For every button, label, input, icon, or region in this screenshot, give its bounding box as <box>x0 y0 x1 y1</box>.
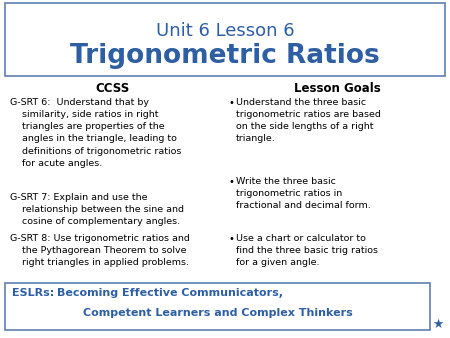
FancyBboxPatch shape <box>5 283 430 330</box>
Text: Competent Learners and Complex Thinkers: Competent Learners and Complex Thinkers <box>83 308 353 318</box>
Text: •: • <box>228 234 234 244</box>
Text: Use a chart or calculator to
find the three basic trig ratios
for a given angle.: Use a chart or calculator to find the th… <box>236 234 378 267</box>
Text: ESLRs:: ESLRs: <box>12 288 62 298</box>
Text: G-SRT 6:  Understand that by
    similarity, side ratios in right
    triangles : G-SRT 6: Understand that by similarity, … <box>10 98 181 168</box>
Text: Understand the three basic
trigonometric ratios are based
on the side lengths of: Understand the three basic trigonometric… <box>236 98 381 143</box>
Text: Unit 6 Lesson 6: Unit 6 Lesson 6 <box>156 22 294 40</box>
Text: •: • <box>228 177 234 187</box>
Text: CCSS: CCSS <box>96 82 130 95</box>
Text: G-SRT 8: Use trigonometric ratios and
    the Pythagorean Theorem to solve
    r: G-SRT 8: Use trigonometric ratios and th… <box>10 234 190 267</box>
Text: Trigonometric Ratios: Trigonometric Ratios <box>70 43 380 69</box>
Text: •: • <box>228 98 234 108</box>
Text: Becoming Effective Communicators,: Becoming Effective Communicators, <box>57 288 283 298</box>
Text: Lesson Goals: Lesson Goals <box>293 82 380 95</box>
Text: G-SRT 7: Explain and use the
    relationship between the sine and
    cosine of: G-SRT 7: Explain and use the relationshi… <box>10 193 184 226</box>
FancyBboxPatch shape <box>5 3 445 76</box>
Text: ★: ★ <box>432 318 444 331</box>
Text: Write the three basic
trigonometric ratios in
fractional and decimal form.: Write the three basic trigonometric rati… <box>236 177 371 210</box>
